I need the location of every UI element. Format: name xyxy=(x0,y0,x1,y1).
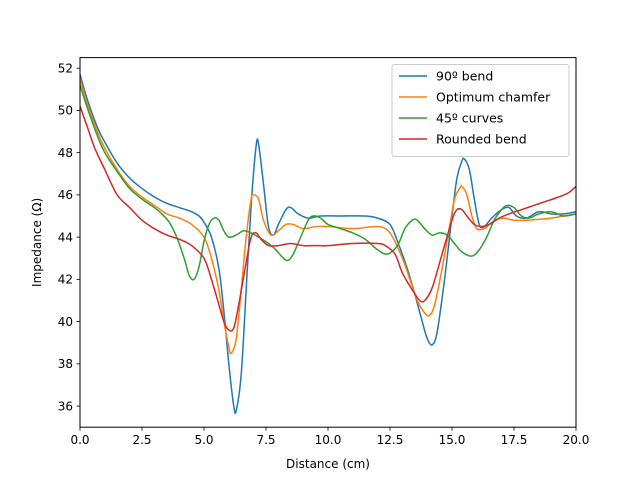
legend-label-0: 90º bend xyxy=(436,69,493,84)
axes-layer: 0.0 2.5 5.0 7.5 10.0 12.5 15.0 17.5 20.0 36 38 40 42… xyxy=(58,61,590,447)
y-axis-label: Impedance (Ω) xyxy=(30,198,44,287)
plot-frame xyxy=(79,57,577,428)
y-tick-label: 50 xyxy=(58,104,73,118)
y-tick-label: 44 xyxy=(58,230,73,244)
y-tick-label: 52 xyxy=(58,61,73,75)
legend-label-1: Optimum chamfer xyxy=(436,90,551,105)
y-tick-label: 40 xyxy=(58,315,73,329)
legend-label-3: Rounded bend xyxy=(436,132,527,147)
y-tick-label: 48 xyxy=(58,146,73,160)
y-tick-label: 38 xyxy=(58,357,73,371)
x-tick-label: 15.0 xyxy=(439,433,466,447)
series-line-0 xyxy=(80,73,576,415)
x-tick-label: 17.5 xyxy=(501,433,528,447)
x-tick-label: 12.5 xyxy=(377,433,404,447)
x-tick-label: 0.0 xyxy=(70,433,89,447)
series-line-1 xyxy=(80,77,576,355)
x-tick-label: 5.0 xyxy=(194,433,213,447)
series-line-3 xyxy=(80,105,576,332)
y-tick-label: 42 xyxy=(58,273,73,287)
legend-label-2: 45º curves xyxy=(436,111,503,126)
x-tick-label: 10.0 xyxy=(315,433,342,447)
x-tick-label: 2.5 xyxy=(132,433,151,447)
x-tick-label: 7.5 xyxy=(256,433,275,447)
x-axis-label: Distance (cm) xyxy=(286,457,370,471)
series-line-2 xyxy=(80,84,576,281)
x-tick-label: 20.0 xyxy=(563,433,590,447)
y-tick-label: 46 xyxy=(58,188,73,202)
y-tick-label: 36 xyxy=(58,399,73,413)
legend-frame xyxy=(391,64,570,157)
legend: 90º bend Optimum chamfer 45º curves Rounded… xyxy=(391,64,570,157)
series-layer xyxy=(80,73,576,415)
